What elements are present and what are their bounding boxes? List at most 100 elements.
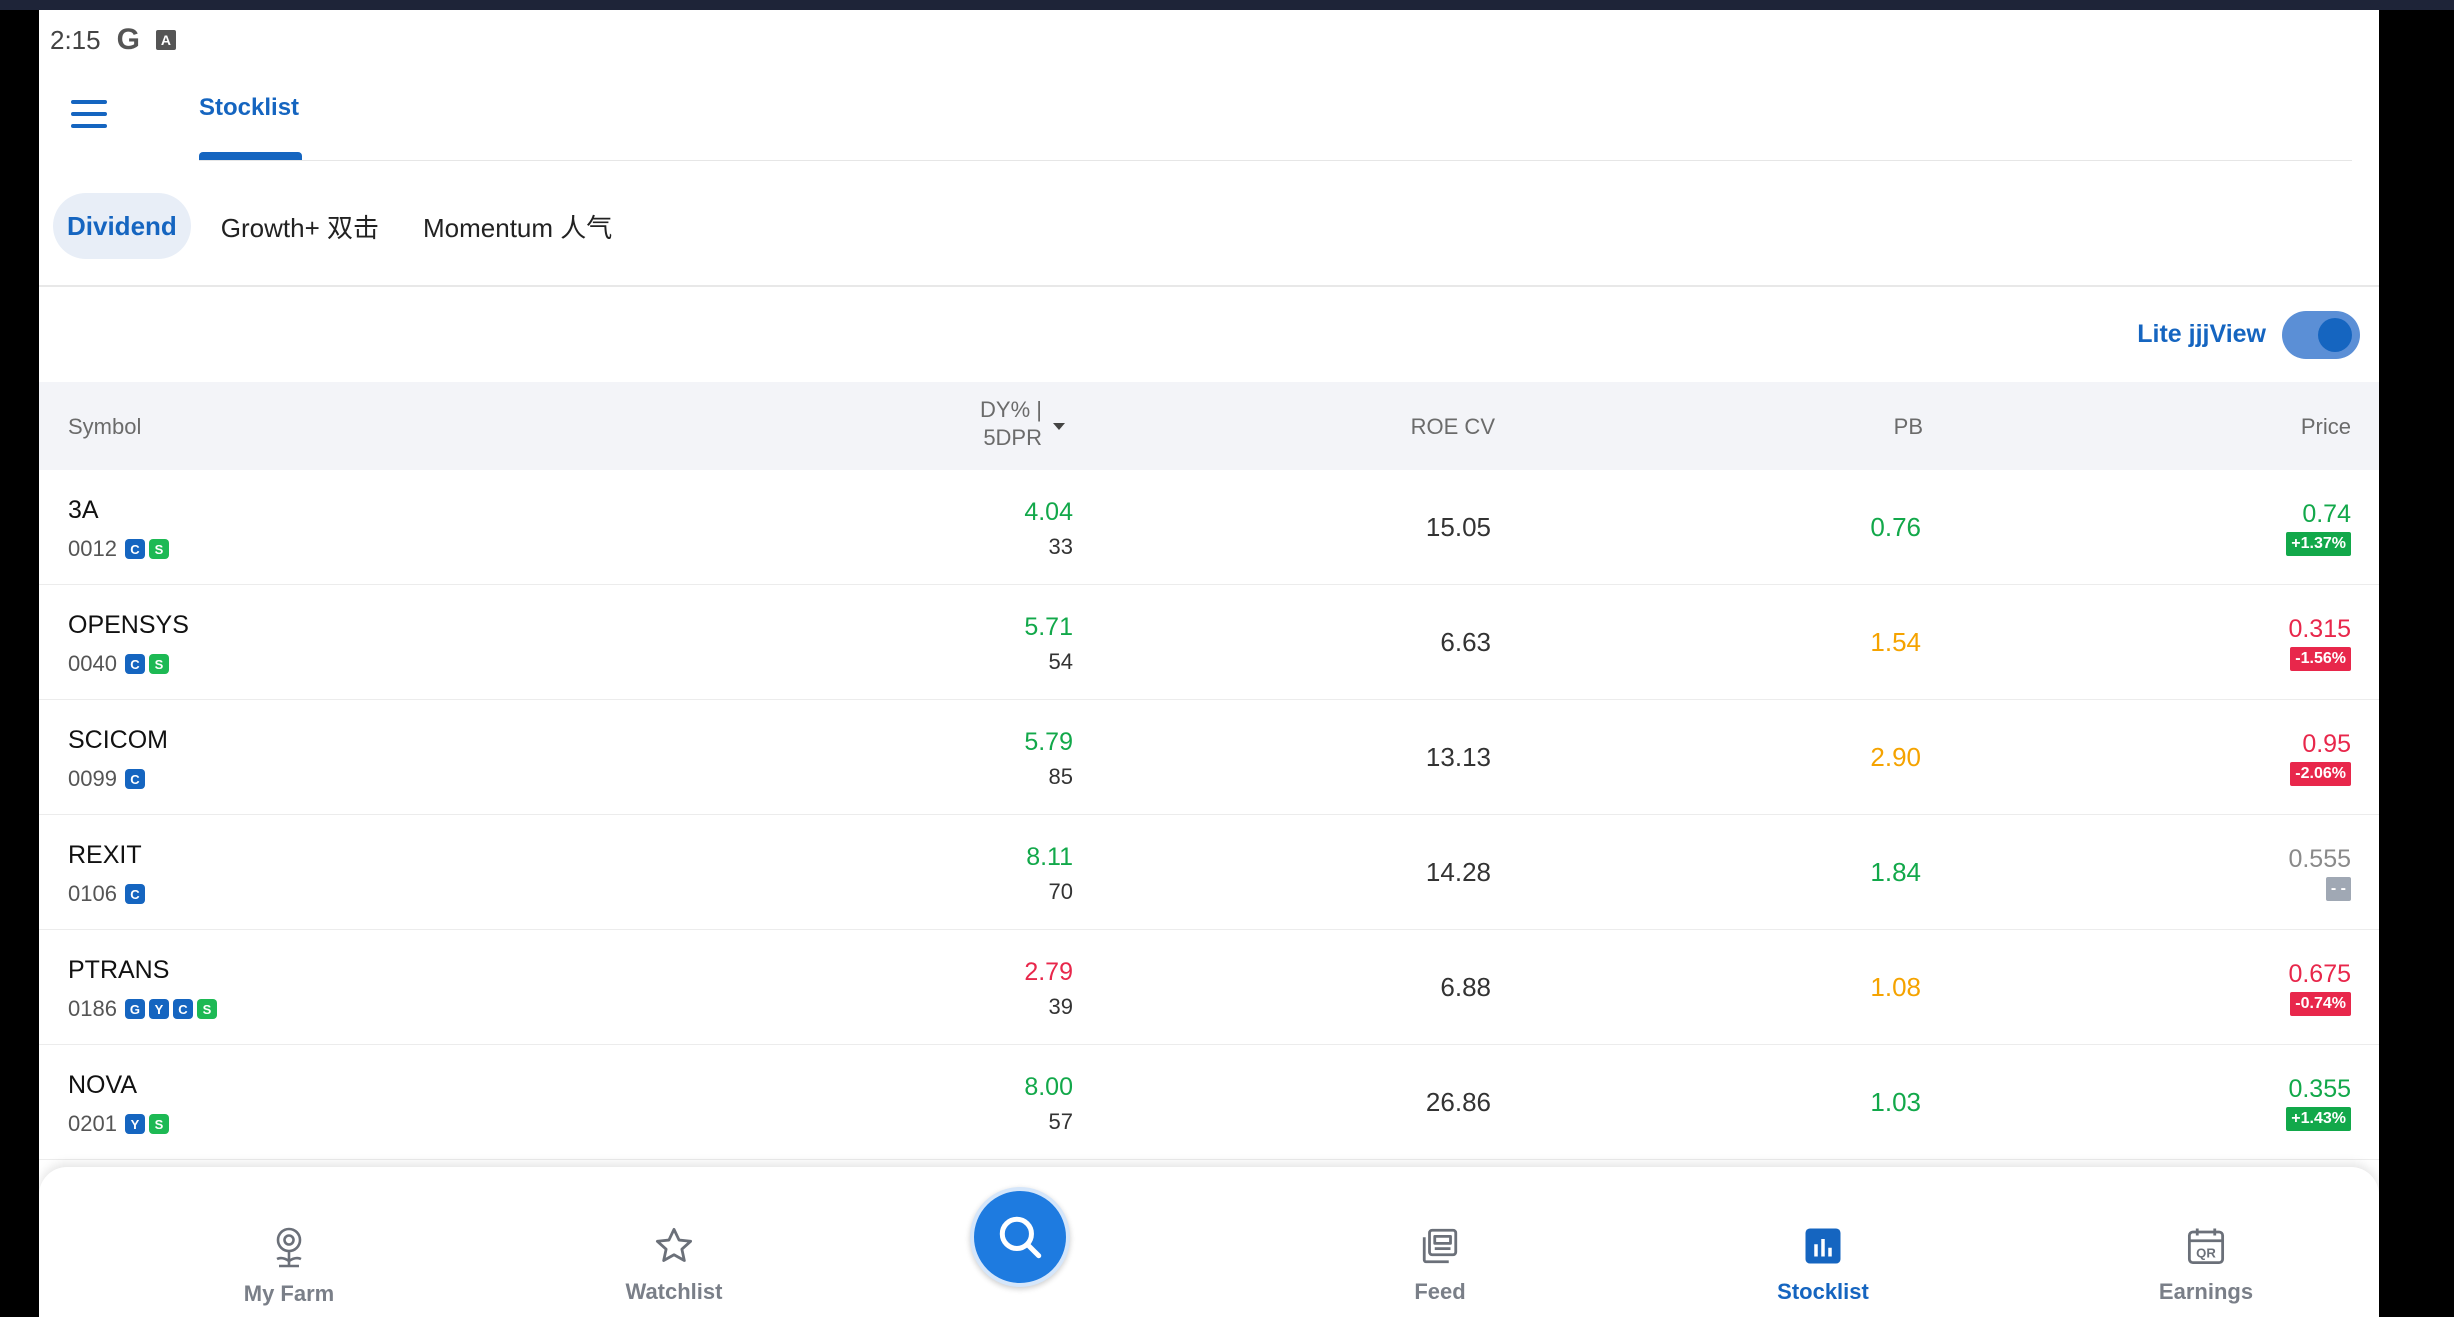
notification-a-icon: A xyxy=(155,30,176,50)
table-row[interactable]: 3A 0012 C S 4.04 33 15.05 0.76 0.74 +1.3… xyxy=(39,470,2379,585)
lite-view-toggle[interactable] xyxy=(2282,311,2360,359)
pb-value: 1.08 xyxy=(1870,972,1921,1002)
change-badge: -1.56% xyxy=(2290,647,2351,671)
symbol: OPENSYS xyxy=(68,611,189,639)
badge-g: G xyxy=(124,999,145,1019)
dpr-value: 39 xyxy=(1048,994,1073,1019)
bottom-navigation: My Farm Watchlist Feed Stocklist xyxy=(39,1167,2379,1317)
nav-feed[interactable]: Feed xyxy=(1330,1167,1550,1317)
price: 0.315 xyxy=(2288,615,2351,643)
app-screen: 2:15 G A Stocklist Dividend Growth+ 双击 M… xyxy=(39,10,2379,1317)
pb-value: 2.90 xyxy=(1870,742,1921,772)
flower-icon xyxy=(276,1227,302,1268)
roe-cv: 15.05 xyxy=(1425,512,1491,542)
nav-my-farm[interactable]: My Farm xyxy=(179,1167,399,1317)
badge-s: S xyxy=(148,539,169,559)
price: 0.74 xyxy=(2302,500,2351,528)
search-icon xyxy=(999,1216,1042,1259)
badge-c: C xyxy=(124,539,145,559)
stock-code: 0040 C S xyxy=(68,651,169,677)
search-button[interactable] xyxy=(970,1187,1070,1287)
stock-code: 0106 C xyxy=(68,881,145,907)
price: 0.555 xyxy=(2288,845,2351,873)
badge-y: Y xyxy=(148,999,169,1019)
sort-caret-icon xyxy=(1053,423,1065,430)
tab-indicator xyxy=(199,152,302,160)
dpr-value: 85 xyxy=(1048,764,1073,789)
window-top-bar xyxy=(0,0,2454,10)
stock-code: 0201 Y S xyxy=(68,1111,169,1137)
header-price[interactable]: Price xyxy=(2300,414,2351,439)
hamburger-menu-icon[interactable] xyxy=(71,100,107,128)
stock-code: 0099 C xyxy=(68,766,145,792)
roe-cv: 14.28 xyxy=(1425,857,1491,887)
price: 0.675 xyxy=(2288,960,2351,988)
star-icon xyxy=(655,1227,693,1262)
symbol: NOVA xyxy=(68,1071,137,1099)
bar-chart-icon xyxy=(1805,1228,1841,1264)
badge-c: C xyxy=(124,884,145,904)
badge-s: S xyxy=(148,654,169,674)
pb-value: 1.84 xyxy=(1870,857,1921,887)
table-row[interactable]: NOVA 0201 Y S 8.00 57 26.86 1.03 0.355 +… xyxy=(39,1045,2379,1160)
dividend-yield: 4.04 xyxy=(1024,498,1073,526)
chip-growth[interactable]: Growth+ 双击 xyxy=(220,212,380,243)
header-dy-5dpr[interactable]: DY% | 5DPR xyxy=(980,397,1042,450)
dpr-value: 54 xyxy=(1048,649,1073,674)
dividend-yield: 5.79 xyxy=(1024,728,1073,756)
change-badge: -2.06% xyxy=(2290,762,2351,786)
feed-icon xyxy=(1422,1228,1458,1264)
table-row[interactable]: REXIT 0106 C 8.11 70 14.28 1.84 0.555 - … xyxy=(39,815,2379,930)
header-pb[interactable]: PB xyxy=(1893,414,1923,439)
stock-code: 0186 G Y C S xyxy=(68,996,217,1022)
dpr-value: 33 xyxy=(1048,534,1073,559)
status-time: 2:15 xyxy=(50,24,101,55)
table-row[interactable]: SCICOM 0099 C 5.79 85 13.13 2.90 0.95 -2… xyxy=(39,700,2379,815)
chip-dividend[interactable]: Dividend xyxy=(53,193,191,259)
chips-divider xyxy=(39,285,2379,287)
symbol: SCICOM xyxy=(68,726,168,754)
svg-text:QR: QR xyxy=(2196,1245,2216,1260)
badge-c: C xyxy=(172,999,193,1019)
chip-momentum[interactable]: Momentum 人气 xyxy=(423,212,613,243)
roe-cv: 26.86 xyxy=(1425,1087,1491,1117)
change-badge: +1.43% xyxy=(2286,1107,2351,1131)
header-symbol[interactable]: Symbol xyxy=(68,414,142,439)
header-divider xyxy=(199,160,2352,161)
table-row[interactable]: OPENSYS 0040 C S 5.71 54 6.63 1.54 0.315… xyxy=(39,585,2379,700)
badge-c: C xyxy=(124,654,145,674)
status-bar: 2:15 G A xyxy=(50,18,176,62)
change-badge: - - xyxy=(2325,877,2351,901)
qr-calendar-icon: QR xyxy=(2187,1228,2225,1265)
table-header: Symbol DY% | 5DPR ROE CV PB Price xyxy=(39,382,2379,470)
table-row[interactable]: PTRANS 0186 G Y C S 2.79 39 6.88 1.08 0.… xyxy=(39,930,2379,1045)
symbol: REXIT xyxy=(68,841,142,869)
change-badge: +1.37% xyxy=(2286,532,2351,556)
nav-stocklist[interactable]: Stocklist xyxy=(1713,1167,1933,1317)
pb-value: 1.54 xyxy=(1870,627,1921,657)
stock-code: 0012 C S xyxy=(68,536,169,562)
badge-c: C xyxy=(124,769,145,789)
dividend-yield: 5.71 xyxy=(1024,613,1073,641)
google-icon: G xyxy=(116,23,140,56)
badge-s: S xyxy=(196,999,217,1019)
nav-watchlist[interactable]: Watchlist xyxy=(564,1167,784,1317)
stock-table-rows: 3A 0012 C S 4.04 33 15.05 0.76 0.74 +1.3… xyxy=(39,470,2379,1160)
lite-view-label: Lite jjjView xyxy=(2137,320,2266,348)
dividend-yield: 2.79 xyxy=(1024,958,1073,986)
nav-earnings[interactable]: QR Earnings xyxy=(2096,1167,2316,1317)
badge-s: S xyxy=(148,1114,169,1134)
roe-cv: 6.63 xyxy=(1440,627,1491,657)
symbol: PTRANS xyxy=(68,956,170,984)
dividend-yield: 8.00 xyxy=(1024,1073,1073,1101)
price: 0.95 xyxy=(2302,730,2351,758)
roe-cv: 13.13 xyxy=(1425,742,1491,772)
dpr-value: 70 xyxy=(1048,879,1073,904)
roe-cv: 6.88 xyxy=(1440,972,1491,1002)
dpr-value: 57 xyxy=(1048,1109,1073,1134)
price: 0.355 xyxy=(2288,1075,2351,1103)
header-roe-cv[interactable]: ROE CV xyxy=(1410,414,1495,439)
tab-stocklist[interactable]: Stocklist xyxy=(199,94,300,121)
category-chips: Dividend Growth+ 双击 Momentum 人气 xyxy=(53,193,626,259)
badge-y: Y xyxy=(124,1114,145,1134)
